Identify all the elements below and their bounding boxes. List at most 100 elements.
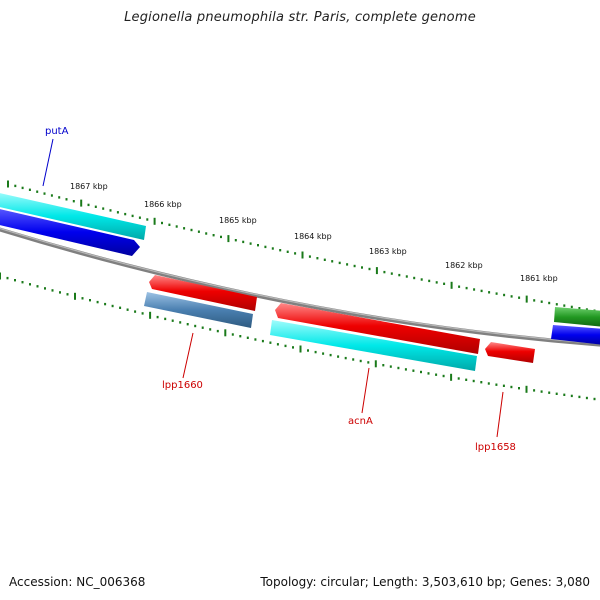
outer-minor-tick <box>533 299 536 302</box>
outer-minor-tick <box>428 279 431 283</box>
outer-minor-tick <box>435 281 438 284</box>
inner-minor-tick <box>81 297 84 300</box>
inner-minor-tick <box>284 344 287 348</box>
inner-minor-tick <box>397 366 400 370</box>
inner-minor-tick <box>533 389 536 392</box>
outer-minor-tick <box>473 288 476 291</box>
inner-major-tick <box>74 292 76 300</box>
outer-minor-tick <box>279 249 282 252</box>
outer-minor-tick <box>87 203 90 207</box>
outer-minor-tick <box>43 192 46 195</box>
inner-minor-tick <box>292 346 294 349</box>
outer-minor-tick <box>518 296 521 299</box>
inner-major-tick <box>374 360 377 368</box>
tick-label-1865: 1865 kbp <box>219 216 257 225</box>
gene-putA-blue[interactable] <box>0 208 140 256</box>
inner-major-tick <box>299 345 302 353</box>
inner-minor-tick <box>171 319 174 322</box>
topology-summary: Topology: circular; Length: 3,503,610 bp… <box>260 575 590 589</box>
outer-major-tick <box>7 180 9 188</box>
inner-minor-tick <box>337 355 340 358</box>
outer-minor-tick <box>390 272 393 275</box>
inner-minor-tick <box>540 390 543 393</box>
inner-major-tick <box>450 373 453 381</box>
putA-leader <box>42 138 54 187</box>
genome-backbone <box>0 227 600 347</box>
map-title: Legionella pneumophila str. Paris, compl… <box>124 10 476 25</box>
inner-minor-tick <box>472 379 475 383</box>
outer-major-tick <box>375 267 378 275</box>
outer-minor-tick <box>50 194 53 197</box>
inner-minor-tick <box>51 289 54 292</box>
accession-text: Accession: NC_006368 <box>9 575 146 589</box>
outer-minor-tick <box>286 250 289 253</box>
inner-minor-tick <box>6 276 9 280</box>
inner-minor-tick <box>194 324 197 328</box>
outer-minor-tick <box>36 190 39 193</box>
gene-lpp1658-red[interactable] <box>485 342 535 363</box>
inner-minor-tick <box>44 287 46 290</box>
outer-minor-tick <box>257 244 259 247</box>
gene-acnA-red[interactable] <box>275 303 480 354</box>
inner-minor-tick <box>465 378 468 381</box>
gene-green[interactable] <box>554 307 600 327</box>
tick-label-1864: 1864 kbp <box>294 232 332 241</box>
tick-label-1867: 1867 kbp <box>70 182 108 191</box>
outer-minor-tick <box>212 234 215 237</box>
inner-minor-tick <box>548 391 551 394</box>
outer-minor-tick <box>14 184 17 188</box>
gene-label-lpp1660[interactable]: lpp1660 <box>162 380 203 391</box>
inner-minor-tick <box>344 356 347 360</box>
outer-minor-tick <box>116 211 119 214</box>
gene-blue-right[interactable] <box>551 325 600 345</box>
outer-minor-tick <box>264 245 267 249</box>
outer-minor-tick <box>21 186 24 190</box>
outer-minor-tick <box>465 286 468 290</box>
gene-label-lpp1658[interactable]: lpp1658 <box>475 442 516 453</box>
outer-minor-tick <box>585 308 588 311</box>
inner-minor-tick <box>329 353 332 357</box>
inner-minor-tick <box>502 384 505 387</box>
inner-minor-tick <box>427 372 430 375</box>
inner-minor-tick <box>111 304 114 308</box>
outer-major-tick <box>227 235 230 243</box>
outer-minor-tick <box>353 264 356 268</box>
outer-minor-tick <box>548 301 551 305</box>
outer-minor-tick <box>58 196 61 199</box>
outer-minor-tick <box>190 228 193 232</box>
gene-putA-cyan[interactable] <box>0 192 146 240</box>
gene-label-putA[interactable]: putA <box>45 126 69 137</box>
outer-minor-tick <box>405 275 408 278</box>
outer-minor-tick <box>495 292 498 295</box>
inner-minor-tick <box>164 317 167 321</box>
inner-minor-tick <box>487 382 490 385</box>
outer-minor-tick <box>361 266 363 269</box>
inner-minor-tick <box>156 315 159 319</box>
inner-minor-tick <box>518 387 520 390</box>
tick-label-1866: 1866 kbp <box>144 200 182 209</box>
inner-minor-tick <box>231 333 234 336</box>
outer-minor-tick <box>146 218 149 221</box>
outer-minor-tick <box>488 291 491 294</box>
gene-label-acnA[interactable]: acnA <box>348 416 373 427</box>
outer-minor-tick <box>555 303 558 306</box>
outer-minor-tick <box>28 188 31 191</box>
outer-minor-tick <box>331 260 334 263</box>
outer-minor-tick <box>131 214 134 218</box>
inner-minor-tick <box>201 326 204 329</box>
inner-minor-tick <box>382 364 385 367</box>
outer-minor-tick <box>161 221 163 225</box>
outer-minor-tick <box>308 255 311 258</box>
gene-acnA-cyan[interactable] <box>270 320 477 371</box>
gene-lpp1660-red[interactable] <box>149 275 257 311</box>
inner-minor-tick <box>563 393 566 396</box>
inner-minor-tick <box>555 392 558 395</box>
gene-lpp1660-steel[interactable] <box>144 292 253 328</box>
inner-minor-tick <box>389 365 392 368</box>
outer-minor-tick <box>338 261 341 265</box>
inner-minor-tick <box>186 323 189 326</box>
inner-minor-tick <box>89 299 91 302</box>
inner-minor-tick <box>412 369 415 372</box>
inner-minor-tick <box>179 321 182 324</box>
inner-minor-tick <box>134 310 137 313</box>
